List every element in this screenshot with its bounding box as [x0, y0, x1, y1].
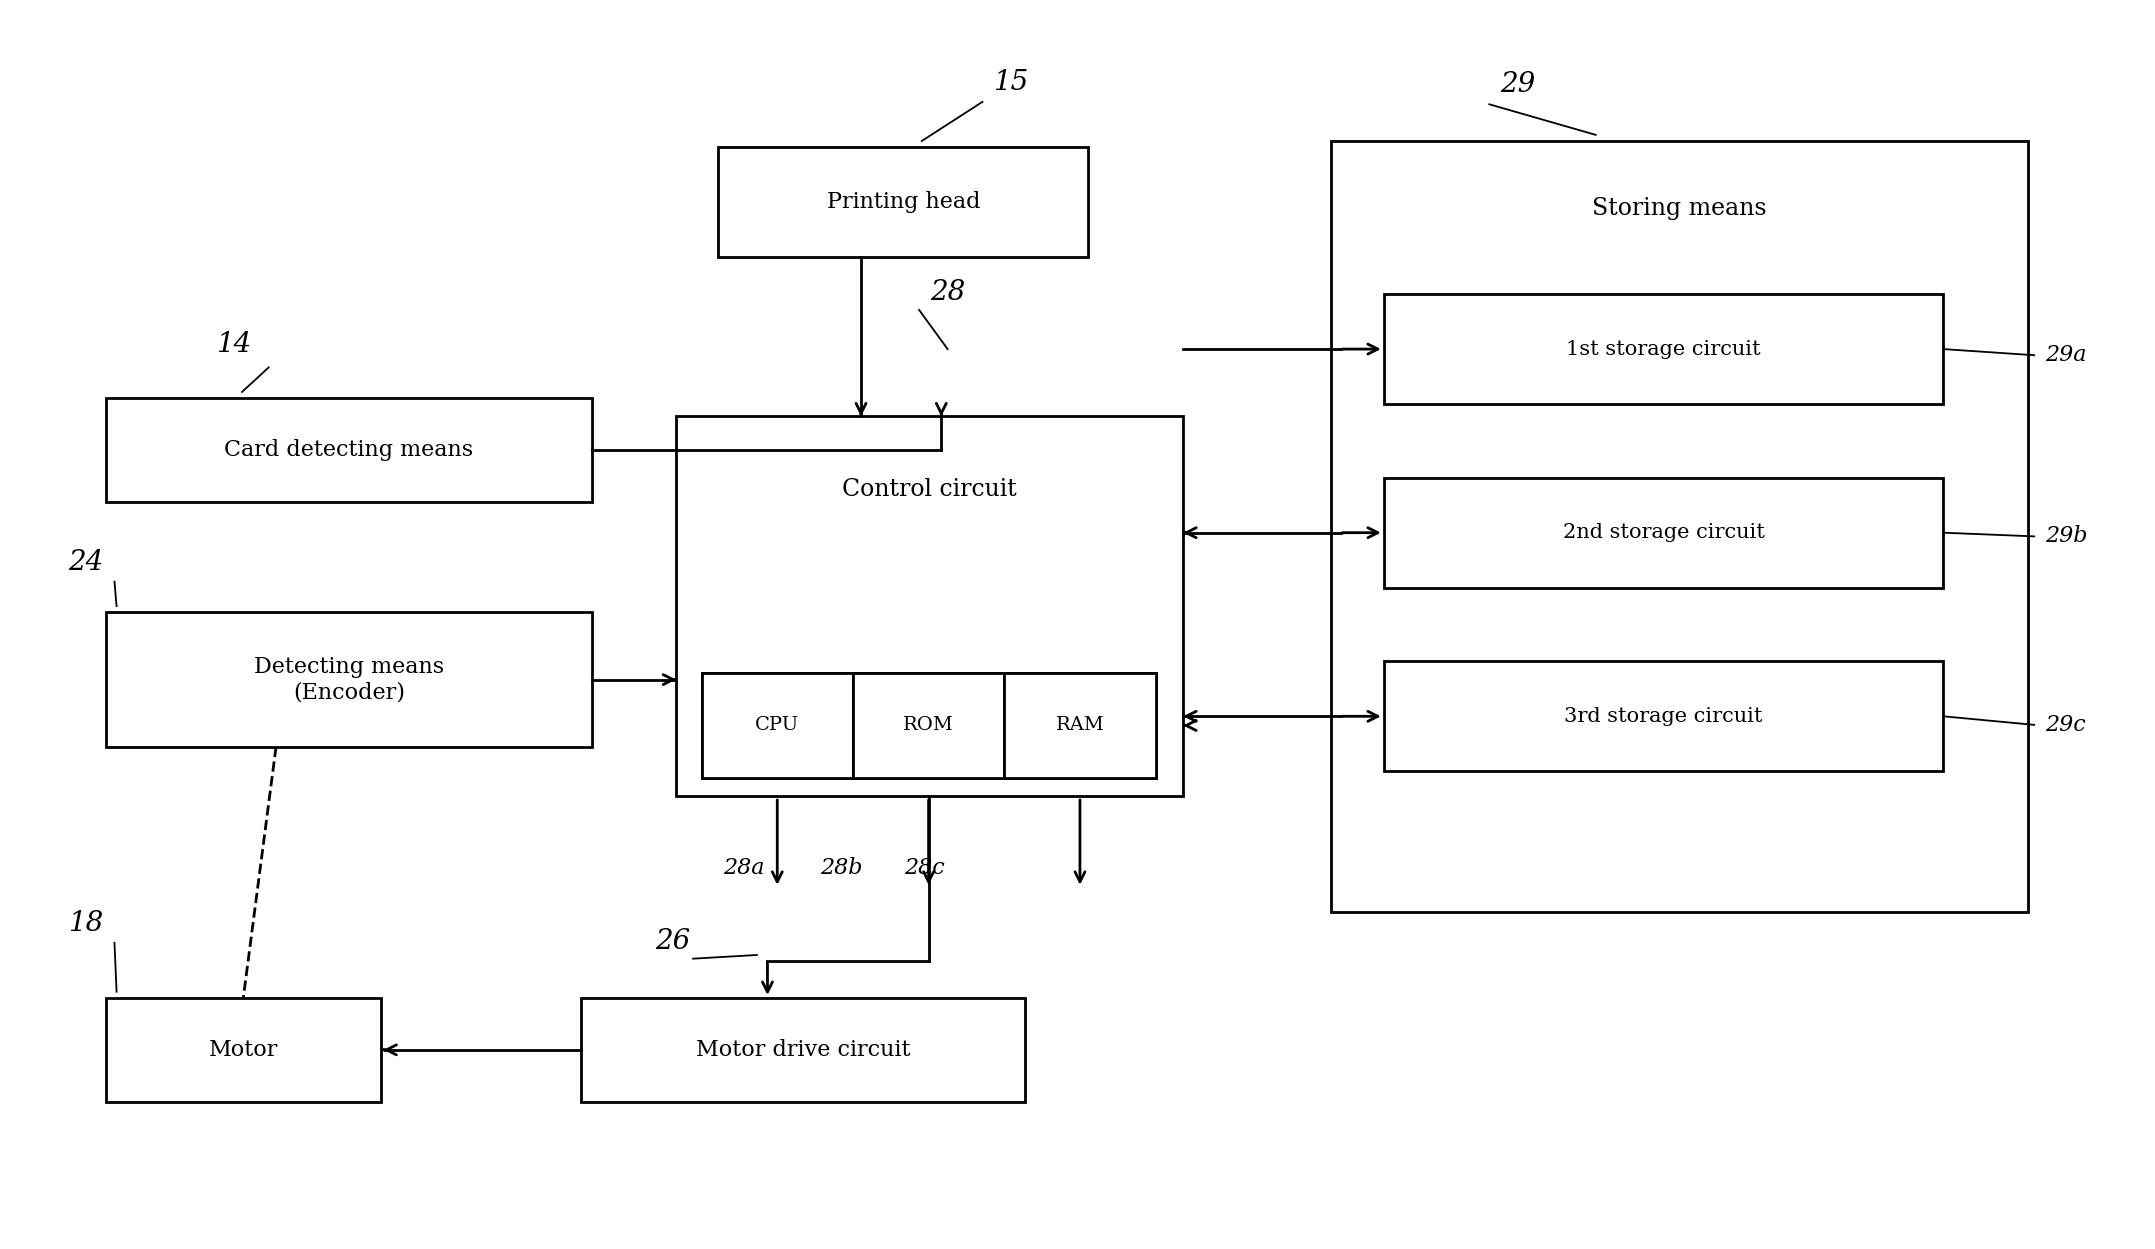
Text: 26: 26	[655, 928, 690, 955]
Bar	[703, 673, 1155, 777]
Text: 29b: 29b	[2045, 526, 2088, 547]
Text: 2nd storage circuit: 2nd storage circuit	[1562, 523, 1765, 542]
Text: 3rd storage circuit: 3rd storage circuit	[1565, 707, 1763, 726]
Text: 14: 14	[216, 331, 252, 357]
Bar	[853, 673, 1004, 777]
Text: 28a: 28a	[722, 857, 765, 879]
Bar	[677, 416, 1183, 796]
Text: 29: 29	[1500, 71, 1534, 99]
Text: Control circuit: Control circuit	[843, 478, 1017, 501]
Bar	[1004, 673, 1155, 777]
Text: RAM: RAM	[1056, 717, 1103, 734]
Bar	[1384, 661, 1944, 772]
Text: 18: 18	[69, 909, 103, 937]
Bar	[106, 398, 593, 502]
Text: Motor: Motor	[209, 1039, 278, 1060]
Text: 15: 15	[993, 69, 1028, 96]
Bar	[1384, 294, 1944, 405]
Bar	[106, 612, 593, 747]
Bar	[703, 673, 853, 777]
Bar	[718, 147, 1088, 257]
Text: 28: 28	[929, 280, 965, 306]
Text: Detecting means
(Encoder): Detecting means (Encoder)	[254, 656, 444, 703]
Text: 28c: 28c	[905, 857, 946, 879]
Bar	[1384, 477, 1944, 588]
Text: 24: 24	[69, 548, 103, 576]
Bar	[582, 998, 1024, 1102]
Text: ROM: ROM	[903, 717, 955, 734]
Text: 29a: 29a	[2045, 345, 2086, 366]
Bar	[1332, 141, 2028, 912]
Text: 28b: 28b	[819, 857, 862, 879]
Text: 29c: 29c	[2045, 714, 2086, 736]
Text: 1st storage circuit: 1st storage circuit	[1567, 340, 1761, 358]
Text: Motor drive circuit: Motor drive circuit	[696, 1039, 909, 1060]
Bar	[106, 998, 381, 1102]
Text: Storing means: Storing means	[1593, 197, 1767, 220]
Text: Printing head: Printing head	[828, 191, 981, 214]
Text: Card detecting means: Card detecting means	[224, 440, 474, 461]
Text: CPU: CPU	[754, 717, 800, 734]
